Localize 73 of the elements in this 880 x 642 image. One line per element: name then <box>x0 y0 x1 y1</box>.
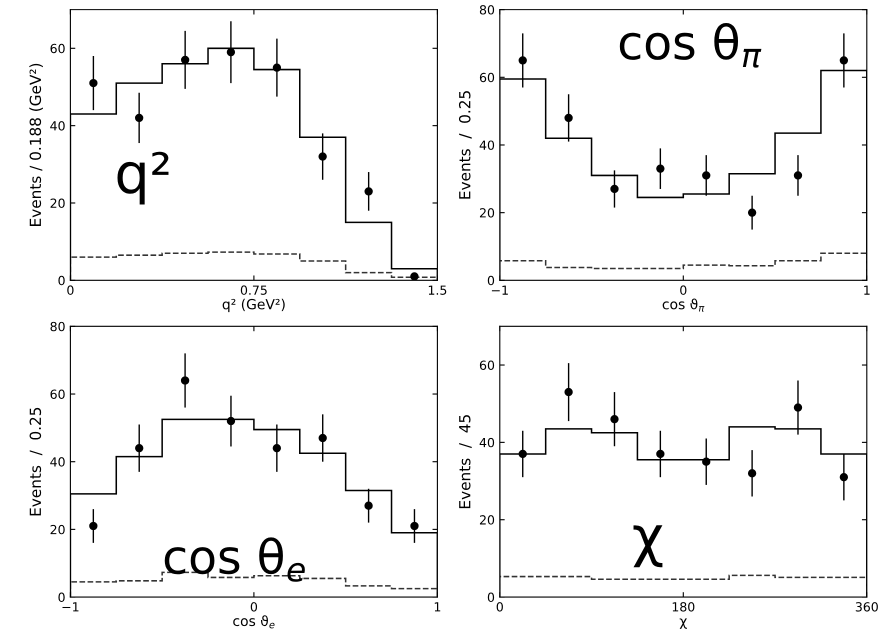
point <box>794 171 802 180</box>
y-tick-label: 0 <box>488 276 494 286</box>
x-tick-label: 1 <box>864 286 870 295</box>
y-tick-label: 0 <box>58 592 65 602</box>
point <box>702 171 710 180</box>
point <box>318 434 327 442</box>
x-axis-title: q² (GeV²) <box>222 298 285 312</box>
point <box>135 444 144 452</box>
point <box>702 458 710 466</box>
y-tick-label: 20 <box>50 198 65 208</box>
y-axis-title: Events / 0.188 (GeV²) <box>29 64 43 226</box>
point <box>318 152 327 161</box>
y-axis-title: Events / 0.25 <box>458 91 472 199</box>
annotation: q² <box>118 152 168 205</box>
point <box>564 114 573 122</box>
point <box>410 272 419 280</box>
x-tick-label: 0 <box>250 602 258 612</box>
x-axis-title: χ <box>680 618 687 629</box>
point <box>748 208 756 217</box>
point <box>748 469 756 478</box>
point <box>89 522 98 530</box>
x-tick-label: −1 <box>62 602 78 612</box>
y-tick-label: 0 <box>488 592 494 602</box>
point <box>656 164 665 173</box>
x-tick-label: 360 <box>856 602 878 612</box>
x-tick-label: 1.5 <box>428 286 446 295</box>
y-tick-label: 40 <box>50 121 65 131</box>
y-axis-title: Events / 45 <box>459 415 472 508</box>
y-tick-label: 40 <box>480 438 494 448</box>
y-axis-title: Events / 0.25 <box>30 408 42 516</box>
x-tick-label: 0.75 <box>240 285 267 295</box>
point <box>180 376 190 385</box>
point <box>410 522 419 530</box>
x-axis-title: cos ϑ$_{e}$ <box>233 615 275 628</box>
y-tick-label: 20 <box>50 524 65 534</box>
x-tick-label: 0 <box>680 285 686 295</box>
y-tick-label: 40 <box>50 457 65 467</box>
point <box>794 403 802 412</box>
annotation: χ <box>634 525 662 568</box>
point <box>272 63 282 72</box>
point <box>226 416 236 426</box>
x-tick-label: 1 <box>434 602 440 612</box>
annotation: cos θ$_{e}$ <box>164 537 305 582</box>
point <box>564 388 573 396</box>
y-tick-label: 60 <box>480 72 494 82</box>
y-tick-label: 20 <box>480 515 494 525</box>
y-tick-label: 40 <box>480 140 494 150</box>
point <box>610 415 619 424</box>
y-tick-label: 60 <box>50 390 65 399</box>
point <box>840 56 848 65</box>
annotation: cos θ$_{π}$ <box>620 23 762 68</box>
x-tick-label: 0 <box>496 602 503 612</box>
y-tick-label: 80 <box>50 322 65 332</box>
point <box>656 450 665 458</box>
x-axis-title: cos ϑ$_{π}$ <box>662 298 704 312</box>
x-tick-label: −1 <box>492 286 508 295</box>
y-tick-label: 60 <box>50 44 65 54</box>
point <box>364 187 373 196</box>
y-tick-label: 0 <box>58 276 65 286</box>
y-tick-label: 80 <box>480 5 494 15</box>
point <box>518 56 527 65</box>
point <box>272 444 282 452</box>
y-tick-label: 20 <box>480 208 494 218</box>
point <box>364 502 373 510</box>
point <box>610 184 619 194</box>
point <box>226 48 236 56</box>
point <box>89 78 98 88</box>
y-tick-label: 60 <box>480 360 494 370</box>
point <box>134 114 144 122</box>
x-tick-label: 180 <box>672 602 694 612</box>
point <box>840 473 848 482</box>
point <box>518 450 527 458</box>
x-tick-label: 0 <box>67 285 74 295</box>
